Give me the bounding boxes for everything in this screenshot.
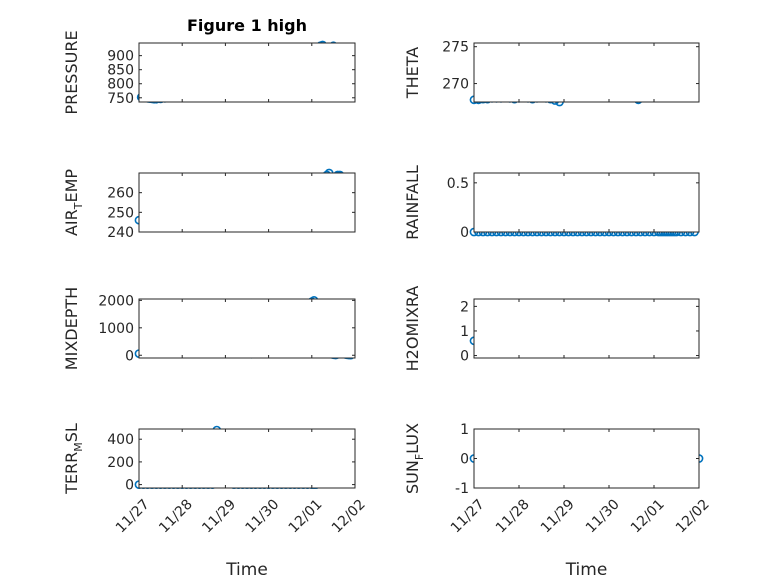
pressure-frame bbox=[138, 42, 356, 103]
rainfall-frame bbox=[473, 172, 700, 233]
terr_msl-ytick-label: 400 bbox=[107, 432, 134, 448]
pressure-ytick-label: 900 bbox=[107, 49, 134, 65]
air_temp-axes: 240 250 260 AIRTEMP bbox=[62, 168, 356, 241]
sun_flux-xtick-label: 12/01 bbox=[628, 496, 668, 536]
sun_flux-xtick-label: 11/28 bbox=[493, 496, 533, 536]
theta-ytick-label: 270 bbox=[442, 77, 469, 93]
h2omixra-frame bbox=[473, 298, 700, 359]
terr_msl-xtick-label: 12/02 bbox=[329, 496, 369, 536]
mixdepth-axes: 0 1000 2000 MIXDEPTH bbox=[62, 287, 356, 370]
rainfall-axes: 0 0.5 RAINFALL bbox=[403, 165, 700, 241]
mixdepth-ytick-label: 2000 bbox=[98, 293, 134, 309]
h2omixra-ylabel: H2OMIXRA bbox=[403, 286, 422, 372]
air_temp-ytick-label: 240 bbox=[107, 225, 134, 241]
pressure-ytick-label: 750 bbox=[107, 91, 134, 107]
sun_flux-xtick-label: 11/29 bbox=[538, 496, 578, 536]
air_temp-ylabel: AIRTEMP bbox=[62, 169, 85, 236]
sun_flux-ytick-label: 0 bbox=[460, 452, 469, 468]
terr_msl-axes: 0 200 400 11/27 11/28 11/29 11/30 12/01 12/02 TER… bbox=[62, 423, 369, 580]
sun_flux-ylabel: SUNFLUX bbox=[403, 423, 426, 494]
theta-frame bbox=[473, 42, 700, 103]
rainfall-ytick-label: 0 bbox=[460, 225, 469, 241]
sun_flux-ytick-label: 1 bbox=[460, 422, 469, 438]
mixdepth-ylabel: MIXDEPTH bbox=[62, 287, 81, 370]
mixdepth-ytick-label: 0 bbox=[125, 348, 134, 364]
rainfall-ylabel: RAINFALL bbox=[403, 165, 422, 240]
terr_msl-xtick-label: 12/01 bbox=[286, 496, 326, 536]
terr_msl-xtick-label: 11/27 bbox=[113, 496, 153, 536]
terr_msl-ytick-label: 200 bbox=[107, 455, 134, 471]
terr_msl-xtick-label: 11/29 bbox=[199, 496, 239, 536]
h2omixra-ytick-label: 1 bbox=[460, 324, 469, 340]
theta-axes: 270 275 THETA bbox=[403, 40, 700, 107]
mixdepth-frame bbox=[138, 298, 356, 359]
sun_flux-xtick-label: 12/02 bbox=[673, 496, 713, 536]
sun_flux-axes: -1 0 1 11/27 11/28 11/29 11/30 12/01 12/02 SUNFLU… bbox=[403, 422, 713, 580]
sun_flux-ytick-label: -1 bbox=[455, 481, 469, 497]
sun_flux-xtick-label: 11/30 bbox=[583, 496, 623, 536]
air_temp-ytick-label: 260 bbox=[107, 186, 134, 202]
pressure-ylabel: PRESSURE bbox=[62, 30, 81, 114]
theta-ytick-label: 275 bbox=[442, 40, 469, 56]
terr_msl-frame bbox=[138, 428, 356, 489]
sun_flux-xtick-label: 11/27 bbox=[448, 496, 488, 536]
air_temp-ytick-label: 250 bbox=[107, 205, 134, 221]
pressure-title: Figure 1 high bbox=[187, 16, 307, 35]
sun_flux-xlabel: Time bbox=[565, 560, 608, 580]
air_temp-frame bbox=[138, 172, 356, 233]
terr_msl-ylabel: TERRMSL bbox=[62, 423, 85, 495]
h2omixra-ytick-label: 0 bbox=[460, 349, 469, 365]
pressure-ytick-label: 800 bbox=[107, 77, 134, 93]
pressure-ytick-label: 850 bbox=[107, 63, 134, 79]
theta-ylabel: THETA bbox=[403, 47, 422, 99]
h2omixra-ytick-label: 2 bbox=[460, 299, 469, 315]
mixdepth-ytick-label: 1000 bbox=[98, 321, 134, 337]
terr_msl-xtick-label: 11/30 bbox=[242, 496, 282, 536]
terr_msl-xtick-label: 11/28 bbox=[156, 496, 196, 536]
terr_msl-ytick-label: 0 bbox=[125, 478, 134, 494]
h2omixra-axes: 0 1 2 H2OMIXRA bbox=[403, 286, 700, 372]
rainfall-ytick-label: 0.5 bbox=[447, 176, 469, 192]
terr_msl-xlabel: Time bbox=[225, 560, 268, 580]
sun_flux-frame bbox=[473, 428, 700, 489]
